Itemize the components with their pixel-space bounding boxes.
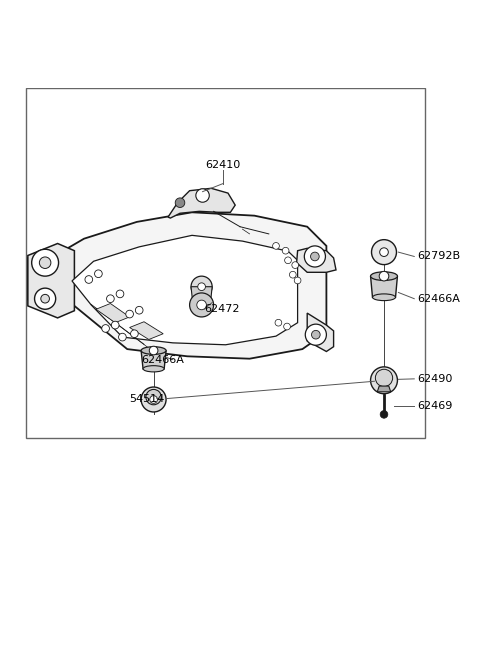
Polygon shape [168, 188, 235, 218]
Circle shape [107, 295, 114, 303]
Text: 54514: 54514 [130, 394, 165, 405]
Ellipse shape [141, 346, 166, 354]
Circle shape [285, 257, 291, 264]
Polygon shape [36, 212, 326, 359]
Polygon shape [191, 287, 212, 305]
Text: 62466A: 62466A [418, 293, 460, 304]
Circle shape [85, 276, 93, 284]
Circle shape [41, 294, 49, 303]
Text: 62466A: 62466A [142, 354, 184, 365]
Circle shape [190, 293, 214, 317]
Polygon shape [26, 88, 425, 438]
Circle shape [149, 346, 158, 355]
Polygon shape [130, 322, 163, 339]
Circle shape [282, 248, 289, 254]
Polygon shape [72, 235, 298, 345]
Ellipse shape [143, 365, 164, 372]
Polygon shape [307, 313, 334, 352]
Circle shape [379, 271, 389, 281]
Circle shape [305, 324, 326, 345]
Circle shape [284, 323, 290, 330]
Ellipse shape [372, 294, 396, 301]
Circle shape [380, 248, 388, 257]
Circle shape [372, 240, 396, 265]
Text: 62490: 62490 [418, 374, 453, 384]
Circle shape [35, 288, 56, 309]
Circle shape [289, 271, 296, 278]
Circle shape [95, 270, 102, 278]
Circle shape [146, 390, 161, 405]
Circle shape [380, 411, 388, 419]
Polygon shape [377, 386, 391, 392]
Circle shape [304, 246, 325, 267]
Circle shape [135, 307, 143, 314]
Polygon shape [28, 244, 74, 318]
Circle shape [126, 310, 133, 318]
Circle shape [196, 189, 209, 202]
Circle shape [197, 300, 206, 310]
Text: 62792B: 62792B [418, 252, 461, 261]
Polygon shape [297, 248, 336, 272]
Circle shape [311, 252, 319, 261]
Circle shape [119, 333, 126, 341]
Circle shape [131, 330, 138, 337]
Circle shape [292, 262, 299, 269]
Text: 62410: 62410 [205, 160, 241, 170]
Circle shape [312, 330, 320, 339]
Text: 62469: 62469 [418, 401, 453, 411]
Circle shape [275, 320, 282, 326]
Polygon shape [28, 255, 72, 306]
Circle shape [198, 283, 205, 291]
Circle shape [294, 277, 301, 284]
Circle shape [32, 250, 59, 276]
Circle shape [116, 290, 124, 298]
Circle shape [273, 242, 279, 250]
Circle shape [375, 369, 393, 386]
Circle shape [175, 198, 185, 208]
Circle shape [102, 325, 109, 332]
Text: 62472: 62472 [204, 305, 240, 314]
Circle shape [371, 367, 397, 394]
Circle shape [111, 321, 119, 329]
Circle shape [141, 387, 166, 412]
Polygon shape [141, 350, 166, 369]
Circle shape [150, 396, 157, 403]
Circle shape [379, 375, 389, 385]
Polygon shape [96, 303, 130, 323]
Circle shape [39, 257, 51, 269]
Polygon shape [371, 276, 397, 297]
Circle shape [191, 276, 212, 297]
Ellipse shape [371, 272, 397, 280]
